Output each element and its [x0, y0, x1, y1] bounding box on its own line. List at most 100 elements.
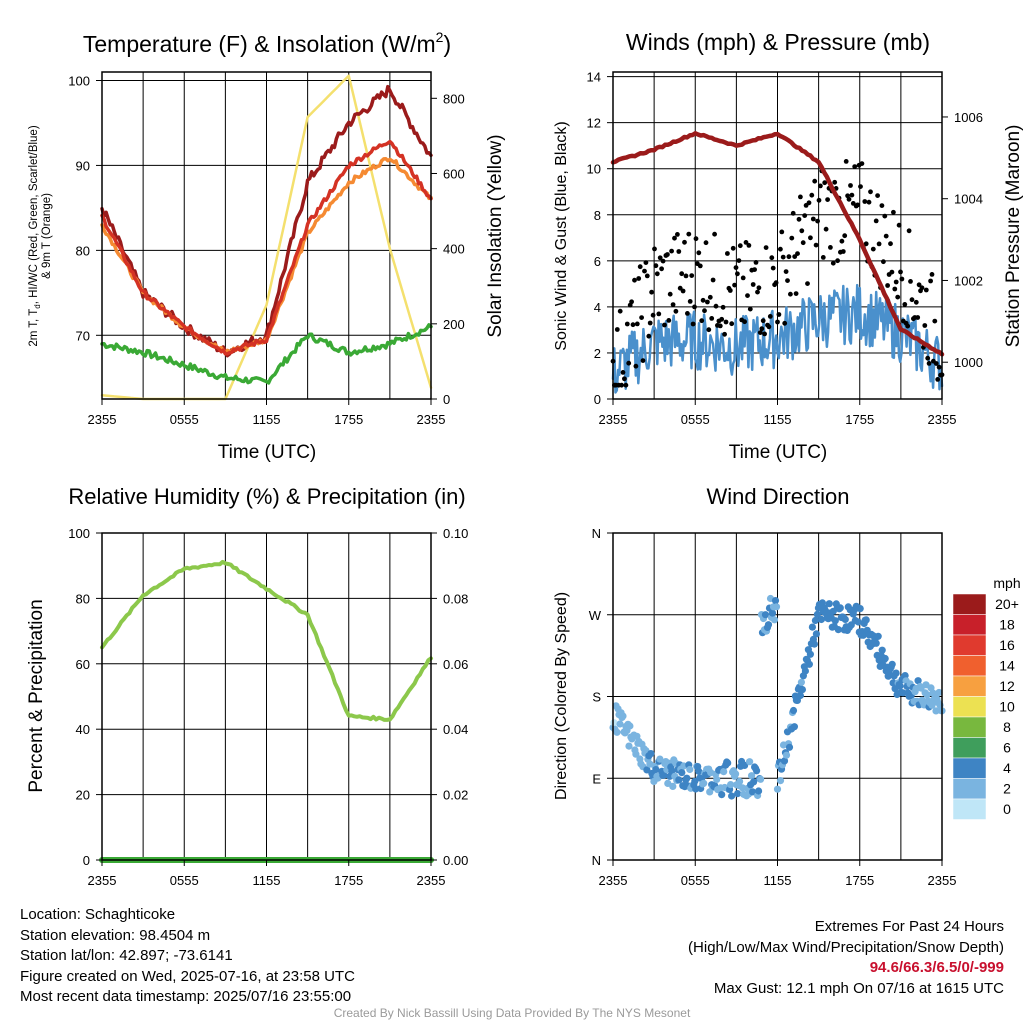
- direction-point: [896, 682, 904, 690]
- gust-point: [750, 282, 756, 287]
- gust-point: [795, 251, 800, 256]
- gust-point: [725, 251, 730, 256]
- sonic-wind-line: [611, 283, 944, 394]
- direction-point: [797, 678, 806, 686]
- direction-point: [734, 790, 742, 798]
- gust-point: [706, 327, 712, 333]
- legend-label: 16: [999, 637, 1015, 653]
- y2-tick-label: 1004: [954, 192, 983, 207]
- direction-point: [768, 609, 777, 617]
- legend-swatch: [952, 798, 987, 820]
- humidity-x-ticks: 2355 0555 1155 1755 2355: [88, 860, 446, 888]
- gust-point: [863, 241, 869, 247]
- y-tick-label: 6: [594, 254, 601, 269]
- gust-point: [883, 233, 889, 239]
- y2-tick-label: 1000: [954, 355, 983, 370]
- winds-panel: Winds (mph) & Pressure (mb) 02468101214 …: [553, 29, 1024, 463]
- x-tick-label: 0555: [681, 873, 710, 888]
- gust-point: [875, 193, 880, 199]
- direction-point: [757, 775, 765, 783]
- gust-point: [796, 216, 802, 222]
- y-tick-label: 2: [594, 346, 601, 361]
- gust-point: [733, 265, 739, 270]
- gust-point: [891, 209, 896, 215]
- gust-point: [928, 278, 933, 284]
- gust-point: [936, 364, 942, 370]
- x-tick-label: 1155: [253, 412, 281, 427]
- gust-point: [868, 189, 873, 195]
- direction-point: [812, 630, 821, 638]
- x-tick-label: 0555: [170, 873, 199, 888]
- x-tick-label: 2355: [599, 412, 628, 427]
- gust-point: [769, 255, 775, 261]
- gust-point: [767, 314, 773, 319]
- gust-point: [620, 370, 626, 375]
- location-text: Location: Schaghticoke: [20, 906, 176, 923]
- insolation-y-ticks: 0 200 400 600 800: [431, 91, 465, 407]
- direction-point: [798, 686, 807, 694]
- y-tick-label: 8: [594, 208, 601, 223]
- direction-point: [808, 623, 817, 631]
- gust-point: [629, 299, 634, 305]
- gust-point: [925, 355, 931, 361]
- gust-point: [657, 255, 663, 261]
- gust-point: [778, 246, 783, 252]
- legend-swatch: [952, 737, 987, 759]
- gust-point: [820, 255, 826, 260]
- gust-point: [746, 243, 752, 248]
- legend-title: mph: [993, 575, 1020, 591]
- gust-point: [705, 299, 710, 305]
- gust-point: [866, 199, 872, 205]
- gust-point: [895, 294, 901, 300]
- gust-point: [747, 306, 753, 312]
- y2-tick-label: 600: [443, 166, 465, 181]
- gust-point: [888, 241, 893, 247]
- gust-point: [919, 285, 925, 291]
- direction-point: [736, 777, 744, 786]
- gust-point: [703, 240, 709, 246]
- gust-point: [879, 203, 885, 209]
- gust-point: [849, 192, 855, 198]
- x-tick-label: 1755: [845, 412, 874, 427]
- direction-point: [643, 766, 651, 774]
- gust-point: [830, 260, 836, 266]
- direction-point: [825, 600, 833, 608]
- humidity-y-ticks: 0 20 40 60 80 100: [68, 526, 102, 868]
- gust-point: [679, 271, 685, 277]
- x-tick-label: 2355: [417, 873, 446, 888]
- gust-point: [799, 228, 805, 234]
- legend-label: 14: [999, 658, 1015, 674]
- gust-point: [832, 179, 838, 185]
- humidity-panel: Relative Humidity (%) & Precipitation (i…: [26, 484, 468, 888]
- direction-point: [773, 785, 782, 793]
- gust-point: [899, 276, 905, 282]
- legend-swatch: [952, 675, 987, 697]
- temperature-x-ticks: 2355 0555 1155 1755 2355: [88, 399, 445, 427]
- y2-tick-label: 0.10: [443, 526, 468, 541]
- x-tick-label: 1155: [764, 873, 792, 888]
- gust-point: [818, 183, 823, 189]
- direction-point: [761, 611, 770, 619]
- legend-swatch: [952, 634, 987, 656]
- gust-point: [766, 324, 772, 330]
- gust-point: [696, 250, 702, 256]
- gust-point: [713, 303, 719, 309]
- created-text: Figure created on Wed, 2025-07-16, at 23…: [20, 967, 355, 985]
- direction-point: [789, 706, 798, 715]
- gust-point: [639, 315, 644, 320]
- gust-point: [929, 272, 935, 277]
- gust-point: [743, 240, 749, 245]
- direction-series: [609, 594, 946, 800]
- gust-point: [682, 239, 687, 245]
- gust-point: [893, 279, 899, 285]
- temperature-y-ticks: 70 80 90 100: [68, 73, 102, 343]
- direction-y-ticks: N E S W N: [589, 526, 613, 868]
- gust-point: [792, 254, 798, 259]
- direction-point: [856, 605, 864, 613]
- gust-point: [809, 192, 815, 198]
- gust-point: [757, 330, 763, 335]
- direction-point: [613, 728, 621, 736]
- gust-point: [680, 288, 686, 294]
- gust-point: [842, 233, 848, 239]
- y-tick-label: 40: [76, 722, 90, 737]
